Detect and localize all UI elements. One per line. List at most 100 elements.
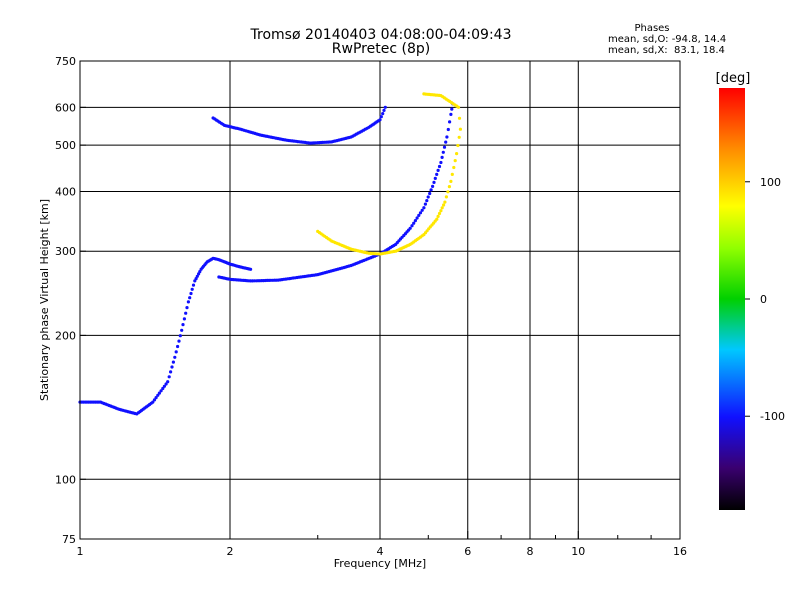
- data-point: [410, 224, 414, 228]
- chart-subtitle: RwPretec (8p): [332, 41, 430, 57]
- x-tick-label: 10: [571, 545, 585, 558]
- data-point: [436, 214, 440, 218]
- data-point: [449, 179, 453, 183]
- y-axis-label: Stationary phase Virtual Height [km]: [38, 199, 51, 401]
- x-axis-label: Frequency [MHz]: [334, 557, 426, 570]
- data-point: [439, 160, 443, 165]
- phases-line-x: mean, sd,X: 83.1, 18.4: [608, 45, 725, 56]
- data-point: [176, 344, 180, 349]
- data-point: [412, 221, 416, 225]
- data-point: [154, 396, 158, 400]
- data-point: [186, 300, 190, 304]
- x-tick-label: 8: [527, 545, 534, 558]
- colorbar-tick-label: 100: [760, 176, 781, 189]
- y-tick-label: 200: [55, 329, 76, 342]
- data-point: [442, 145, 447, 149]
- data-point: [157, 391, 161, 395]
- x-tick-label: 16: [673, 545, 687, 558]
- data-point: [440, 155, 444, 159]
- data-point: [161, 386, 165, 391]
- y-tick-label: 300: [55, 245, 76, 258]
- data-point: [450, 107, 454, 111]
- data-point: [446, 190, 450, 194]
- data-point: [413, 219, 417, 223]
- y-tick-label: 100: [55, 473, 76, 486]
- data-point: [426, 195, 430, 199]
- data-point: [431, 184, 435, 188]
- data-point: [422, 92, 426, 96]
- colorbar-tick-label: -100: [760, 410, 785, 423]
- data-point: [184, 311, 188, 315]
- data-point: [445, 135, 449, 139]
- colorbar-label: [deg]: [716, 71, 751, 86]
- data-point: [417, 213, 421, 217]
- data-point: [429, 188, 433, 192]
- data-point: [249, 267, 253, 271]
- data-point: [428, 191, 432, 196]
- data-point: [458, 127, 462, 131]
- data-point: [177, 339, 181, 343]
- y-tick-label: 750: [55, 55, 76, 68]
- data-point: [442, 203, 446, 207]
- data-point: [443, 200, 447, 204]
- data-point: [189, 291, 193, 296]
- data-point: [169, 370, 173, 374]
- colorbar: [719, 88, 745, 510]
- data-point: [415, 216, 419, 220]
- data-point: [382, 108, 386, 112]
- data-point: [444, 140, 448, 144]
- data-points: [78, 92, 462, 416]
- data-point: [432, 180, 436, 184]
- y-tick-label: 600: [55, 101, 76, 114]
- data-point: [408, 226, 412, 230]
- data-point: [379, 115, 383, 119]
- phases-line-o: mean, sd,O: -94.8, 14.4: [608, 34, 726, 45]
- data-point: [457, 135, 461, 139]
- data-point: [455, 152, 459, 156]
- data-point: [171, 360, 175, 364]
- data-point: [182, 317, 186, 321]
- data-point: [162, 384, 166, 388]
- data-point: [447, 185, 451, 189]
- data-point: [166, 380, 170, 384]
- data-point: [450, 172, 454, 176]
- data-point: [446, 127, 450, 132]
- data-point: [185, 306, 189, 310]
- data-point: [433, 176, 437, 180]
- data-point: [448, 120, 452, 124]
- data-point: [173, 355, 177, 359]
- data-point: [156, 393, 160, 397]
- y-tick-label: 400: [55, 185, 76, 198]
- data-point: [456, 143, 460, 148]
- data-point: [420, 208, 424, 212]
- x-tick-label: 2: [227, 545, 234, 558]
- x-tick-label: 4: [377, 545, 384, 558]
- data-point: [449, 112, 453, 116]
- data-point: [180, 328, 184, 332]
- data-point: [167, 375, 171, 379]
- data-point: [178, 334, 182, 338]
- grid-lines: [80, 61, 680, 539]
- chart-title: Tromsø 20140403 04:08:00-04:09:43: [250, 27, 512, 43]
- axes: 1 2 4 6 8 10 16 75 100 200 300 400 500 600 750: [55, 55, 687, 558]
- data-point: [440, 206, 444, 210]
- data-point: [188, 296, 192, 300]
- y-tick-label: 75: [62, 533, 76, 546]
- colorbar-ticks: 100 0 -100: [745, 176, 785, 423]
- data-point: [436, 168, 440, 172]
- data-point: [441, 150, 445, 154]
- colorbar-tick-label: 0: [760, 293, 767, 306]
- data-point: [152, 398, 157, 402]
- data-point: [191, 283, 196, 287]
- data-point: [444, 195, 448, 199]
- data-point: [435, 217, 439, 221]
- data-point: [435, 172, 439, 176]
- data-point: [452, 165, 456, 170]
- data-point: [383, 105, 387, 109]
- data-point: [453, 159, 457, 163]
- data-point: [437, 164, 442, 169]
- data-point: [425, 199, 429, 203]
- data-point: [164, 382, 168, 386]
